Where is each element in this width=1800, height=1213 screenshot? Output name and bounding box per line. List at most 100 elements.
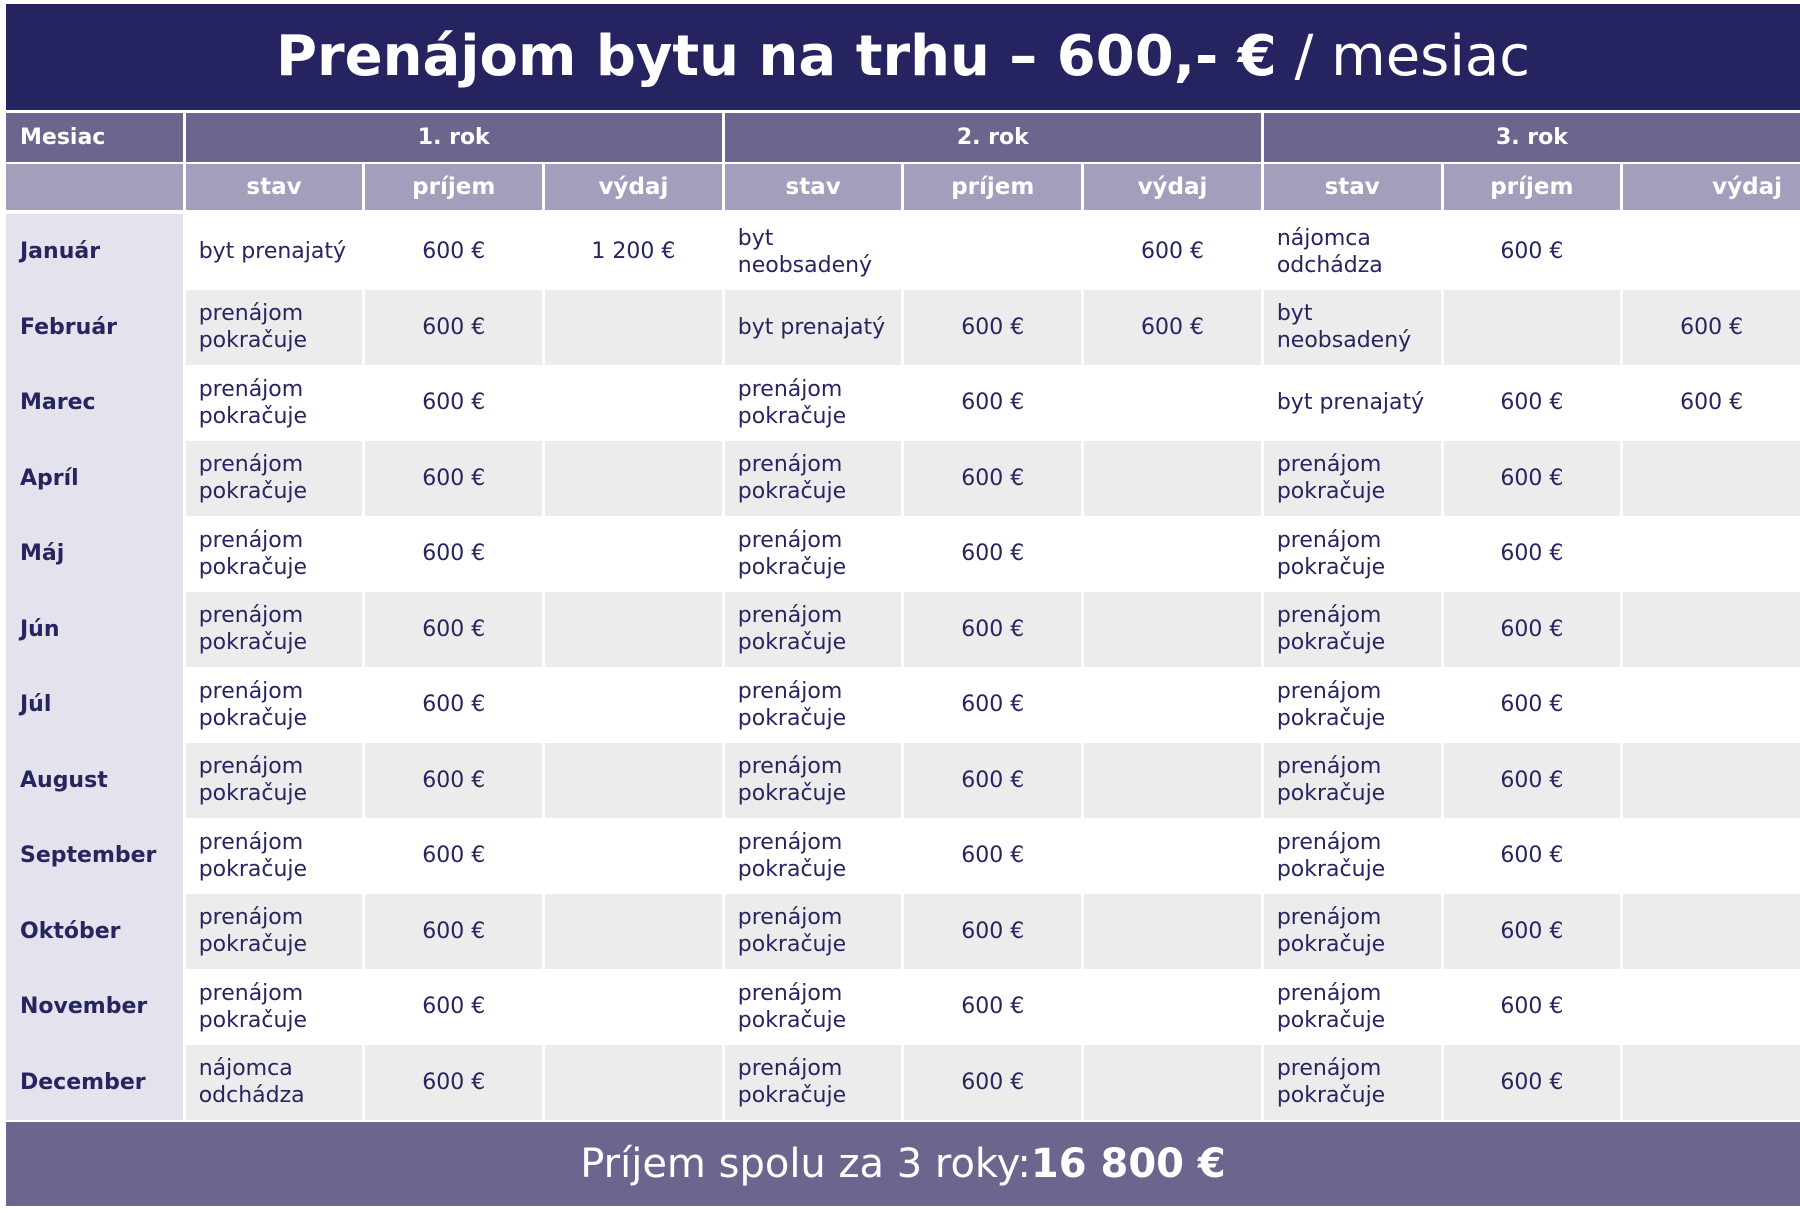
- expense-cell: [1623, 969, 1800, 1045]
- month-cell: Január: [6, 214, 183, 290]
- state-header: stav: [185, 164, 363, 214]
- state-cell: prenájom pokračuje: [1263, 667, 1441, 743]
- income-header: príjem: [365, 164, 543, 214]
- state-cell: prenájom pokračuje: [1263, 1044, 1441, 1120]
- income-cell: 600 €: [365, 214, 543, 290]
- state-cell: prenájom pokračuje: [185, 969, 363, 1045]
- income-cell: 600 €: [365, 667, 543, 743]
- table-row: Apríl prenájom pokračuje 600 € prenájom pok…: [6, 440, 1800, 516]
- table-row: August prenájom pokračuje 600 € prenájom po…: [6, 742, 1800, 818]
- state-cell: prenájom pokračuje: [724, 742, 902, 818]
- income-cell: 600 €: [365, 893, 543, 969]
- state-cell: prenájom pokračuje: [724, 1044, 902, 1120]
- expense-cell: 1 200 €: [545, 214, 722, 290]
- expense-cell: [1084, 667, 1261, 743]
- expense-cell: [545, 742, 722, 818]
- table-row: Jún prenájom pokračuje 600 € prenájom pokra…: [6, 591, 1800, 667]
- income-cell: [904, 214, 1082, 290]
- income-cell: 600 €: [1443, 1044, 1621, 1120]
- expense-cell: [545, 667, 722, 743]
- expense-cell: [1084, 365, 1261, 441]
- expense-cell: 600 €: [1084, 289, 1261, 365]
- expense-cell: [1623, 440, 1800, 516]
- header-row-subcolumns: stav príjem výdaj stav príjem výdaj stav…: [6, 164, 1800, 214]
- income-cell: 600 €: [1443, 591, 1621, 667]
- state-cell: nájomca odchádza: [1263, 214, 1441, 290]
- expense-cell: [545, 1044, 722, 1120]
- expense-cell: 600 €: [1623, 289, 1800, 365]
- year-1-header: 1. rok: [185, 113, 722, 164]
- income-cell: 600 €: [904, 591, 1082, 667]
- income-cell: 600 €: [1443, 742, 1621, 818]
- empty-header-cell: [6, 164, 183, 214]
- expense-cell: [545, 818, 722, 894]
- state-cell: prenájom pokračuje: [1263, 818, 1441, 894]
- title-bar: Prenájom bytu na trhu – 600,- € / mesiac: [6, 4, 1800, 113]
- table-row: Júl prenájom pokračuje 600 € prenájom pokra…: [6, 667, 1800, 743]
- month-cell: Jún: [6, 591, 183, 667]
- income-cell: 600 €: [365, 1044, 543, 1120]
- month-cell: Október: [6, 893, 183, 969]
- income-cell: 600 €: [1443, 365, 1621, 441]
- state-cell: prenájom pokračuje: [724, 818, 902, 894]
- expense-header: výdaj: [1623, 164, 1800, 214]
- expense-cell: [1084, 440, 1261, 516]
- income-cell: 600 €: [904, 516, 1082, 592]
- income-cell: 600 €: [904, 440, 1082, 516]
- expense-cell: [1084, 591, 1261, 667]
- expense-cell: [1623, 742, 1800, 818]
- state-cell: prenájom pokračuje: [1263, 742, 1441, 818]
- table-row: Január byt prenajatý 600 €1 200 € byt neobs…: [6, 214, 1800, 290]
- month-column-header: Mesiac: [6, 113, 183, 164]
- income-cell: 600 €: [904, 893, 1082, 969]
- expense-cell: [1084, 516, 1261, 592]
- state-cell: prenájom pokračuje: [185, 591, 363, 667]
- expense-header: výdaj: [1084, 164, 1261, 214]
- page-title: Prenájom bytu na trhu – 600,- € / mesiac: [276, 29, 1530, 85]
- state-cell: prenájom pokračuje: [724, 969, 902, 1045]
- income-cell: 600 €: [904, 365, 1082, 441]
- month-cell: December: [6, 1044, 183, 1120]
- table-row: Október prenájom pokračuje 600 € prenájom p…: [6, 893, 1800, 969]
- month-cell: September: [6, 818, 183, 894]
- table-row: Február prenájom pokračuje 600 € byt prenaj…: [6, 289, 1800, 365]
- table-row: September prenájom pokračuje 600 € prenájom…: [6, 818, 1800, 894]
- state-cell: prenájom pokračuje: [185, 742, 363, 818]
- income-cell: 600 €: [365, 365, 543, 441]
- year-2-header: 2. rok: [724, 113, 1261, 164]
- state-cell: prenájom pokračuje: [724, 893, 902, 969]
- expense-cell: [545, 893, 722, 969]
- income-cell: 600 €: [904, 289, 1082, 365]
- state-cell: prenájom pokračuje: [185, 365, 363, 441]
- expense-cell: [1623, 818, 1800, 894]
- expense-cell: [1084, 818, 1261, 894]
- state-cell: prenájom pokračuje: [724, 667, 902, 743]
- header-row-years: Mesiac 1. rok 2. rok 3. rok: [6, 113, 1800, 164]
- state-cell: prenájom pokračuje: [1263, 440, 1441, 516]
- table-row: Marec prenájom pokračuje 600 € prenájom pok…: [6, 365, 1800, 441]
- expense-cell: [545, 440, 722, 516]
- income-cell: 600 €: [1443, 516, 1621, 592]
- expense-cell: [1623, 214, 1800, 290]
- expense-header: výdaj: [545, 164, 722, 214]
- income-cell: 600 €: [904, 667, 1082, 743]
- month-cell: August: [6, 742, 183, 818]
- income-cell: 600 €: [365, 742, 543, 818]
- table-body: Január byt prenajatý 600 €1 200 € byt neobs…: [6, 214, 1800, 1120]
- year-3-header: 3. rok: [1263, 113, 1800, 164]
- title-main: Prenájom bytu na trhu – 600,- €: [276, 24, 1277, 89]
- total-footer: Príjem spolu za 3 roky: 16 800 €: [6, 1122, 1800, 1206]
- state-cell: prenájom pokračuje: [185, 516, 363, 592]
- expense-cell: 600 €: [1623, 365, 1800, 441]
- expense-cell: [1623, 516, 1800, 592]
- month-cell: Február: [6, 289, 183, 365]
- income-cell: [1443, 289, 1621, 365]
- table-row: Máj prenájom pokračuje 600 € prenájom pokra…: [6, 516, 1800, 592]
- income-cell: 600 €: [365, 818, 543, 894]
- expense-cell: [545, 365, 722, 441]
- expense-cell: [1084, 742, 1261, 818]
- state-cell: byt neobsadený: [724, 214, 902, 290]
- state-cell: prenájom pokračuje: [1263, 893, 1441, 969]
- income-cell: 600 €: [904, 742, 1082, 818]
- state-cell: prenájom pokračuje: [185, 440, 363, 516]
